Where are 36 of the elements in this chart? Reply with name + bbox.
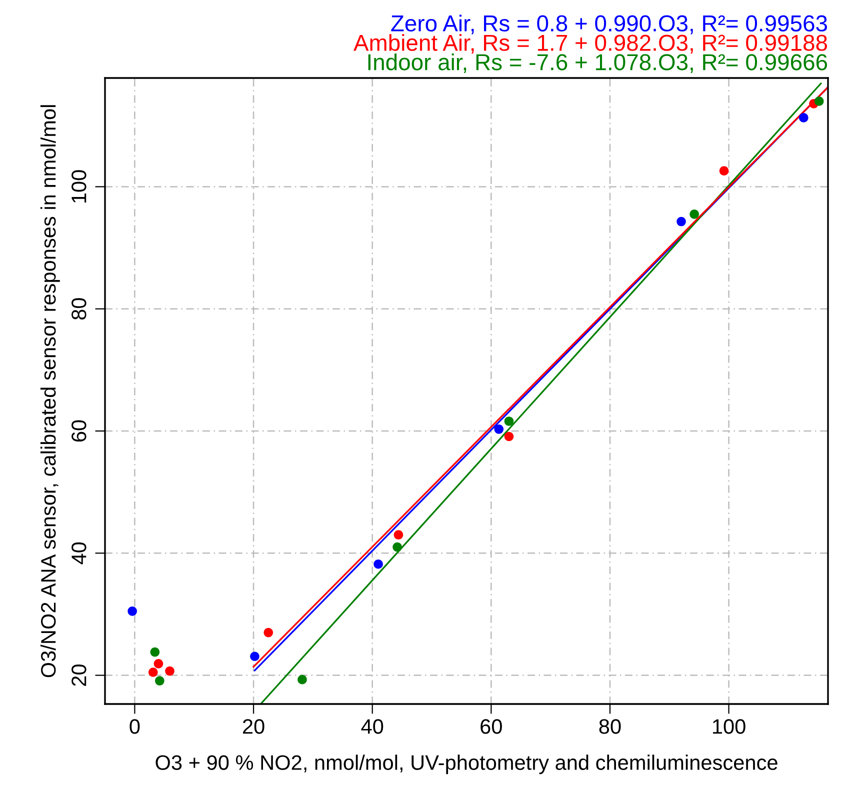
x-tick-label: 60 [480, 719, 502, 734]
point [719, 166, 729, 176]
point [798, 113, 808, 122]
x-axis-title: O3 + 90 % NO2, nmol/mol, UV-photometry and chemiluminescence [156, 754, 778, 774]
point [374, 559, 383, 569]
y-axis-title: O3/NO2 ANA sensor, calibrated sensor responses in nmol/mol [40, 105, 60, 678]
x-tick-label: 80 [599, 719, 621, 734]
point [504, 416, 514, 426]
point [165, 666, 174, 676]
point [298, 674, 307, 684]
point [392, 542, 402, 552]
x-tick-label: 0 [130, 719, 140, 734]
x-tick-label: 40 [361, 719, 384, 734]
y-tick-label: 40 [72, 542, 86, 564]
point [250, 652, 260, 662]
series-label: Indoor air, Rs = -7.6 + 1.078.O3, R²= 0.99666 [368, 54, 828, 74]
x-tick-label: 100 [713, 719, 746, 734]
point [154, 676, 164, 686]
y-tick-label: 60 [72, 420, 86, 442]
point [690, 210, 699, 219]
point [676, 216, 686, 226]
text: Zero Air, Rs = 0.8 + 0.990.O3, R²= 0.99563 [391, 14, 828, 34]
point [504, 432, 514, 442]
point [394, 530, 404, 540]
y-tick-label: 80 [72, 298, 86, 320]
point [494, 424, 504, 434]
text: Ambient Air, Rs = 1.7 + 0.982.O3, R²= 0.99188 [354, 34, 828, 54]
point [150, 647, 160, 657]
point [148, 668, 158, 677]
point [128, 606, 137, 616]
y-tick-label: 20 [72, 664, 86, 686]
point [154, 659, 164, 668]
point [264, 628, 274, 638]
x-tick-label: 20 [242, 719, 264, 734]
point [814, 96, 824, 106]
y-tick-label: 100 [72, 170, 86, 202]
